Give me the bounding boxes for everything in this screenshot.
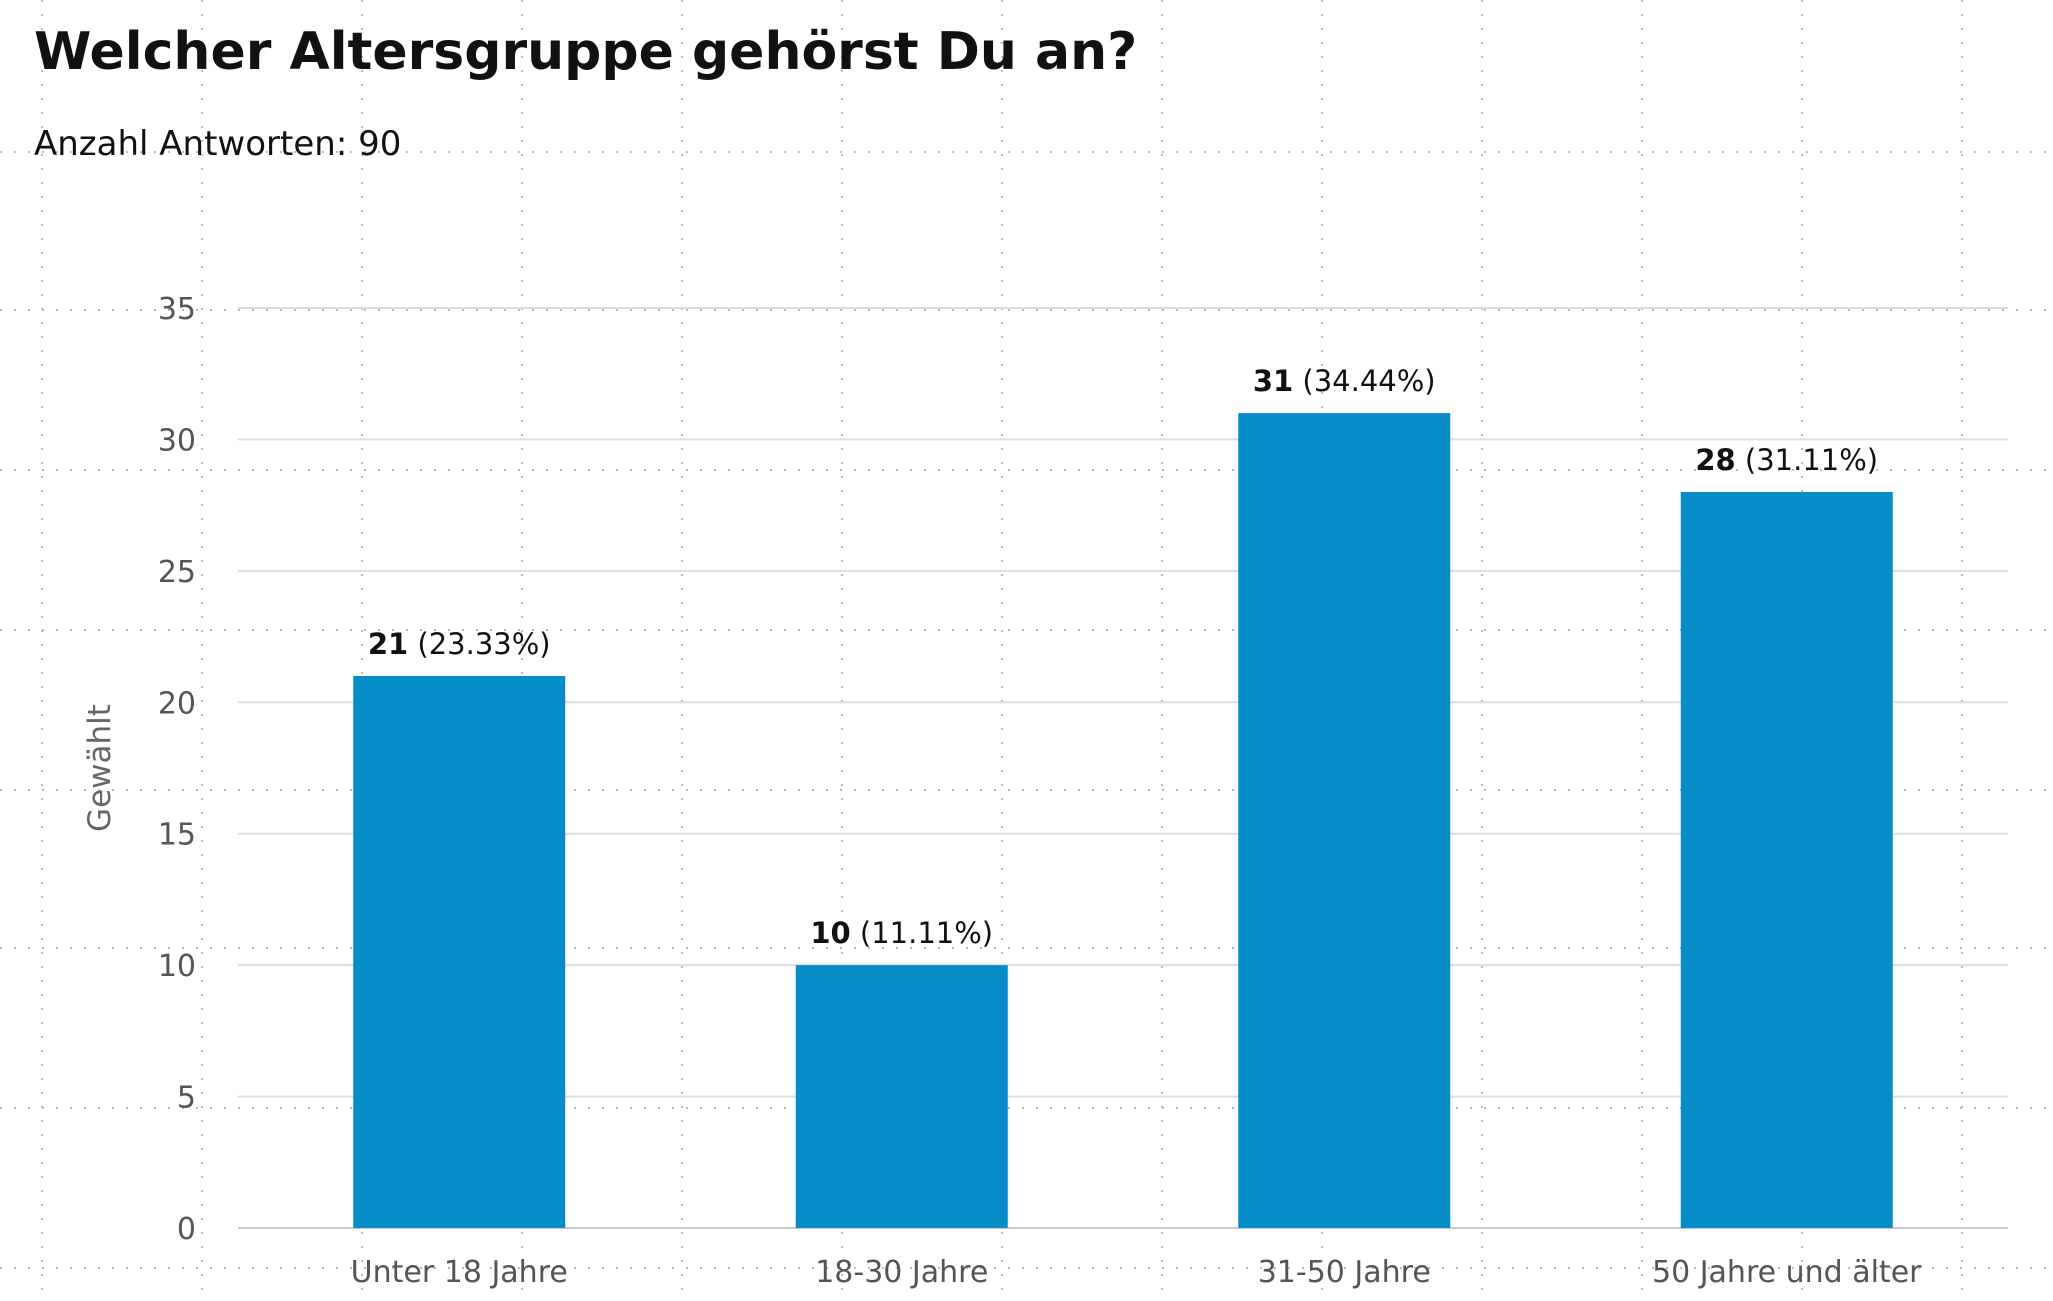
data-label-percent: (11.11%) <box>851 916 993 950</box>
y-tick-label: 5 <box>177 1081 196 1116</box>
data-label: 21 (23.33%) <box>368 627 551 661</box>
data-label-value: 31 <box>1253 364 1293 398</box>
data-label-percent: (23.33%) <box>408 627 550 661</box>
data-label: 28 (31.11%) <box>1695 443 1878 477</box>
y-tick-label: 10 <box>158 949 196 984</box>
x-category-label: 31-50 Jahre <box>1258 1255 1431 1290</box>
data-label: 31 (34.44%) <box>1253 364 1436 398</box>
data-label-percent: (31.11%) <box>1736 443 1878 477</box>
bar <box>1680 492 1893 1228</box>
bar <box>353 676 566 1228</box>
y-tick-label: 15 <box>158 818 196 853</box>
data-label-value: 10 <box>810 916 850 950</box>
y-tick-label: 0 <box>177 1212 196 1247</box>
x-axis-categories: Unter 18 Jahre 18-30 Jahre 31-50 Jahre 50 J… <box>351 1255 1922 1290</box>
data-label-value: 21 <box>368 627 408 661</box>
y-axis-ticks: 0 5 10 15 20 25 30 35 <box>158 292 196 1247</box>
data-label-percent: (34.44%) <box>1293 364 1435 398</box>
bars <box>353 413 1893 1229</box>
bar <box>795 965 1008 1228</box>
x-category-label: Unter 18 Jahre <box>351 1255 568 1290</box>
x-category-label: 50 Jahre und älter <box>1652 1255 1922 1290</box>
bar <box>1238 413 1451 1229</box>
y-axis-label: Gewählt <box>82 704 118 832</box>
data-label-value: 28 <box>1695 443 1735 477</box>
y-tick-label: 20 <box>158 686 196 721</box>
y-tick-label: 30 <box>158 423 196 458</box>
chart-title: Welcher Altersgruppe gehörst Du an? <box>34 22 1138 82</box>
data-label: 10 (11.11%) <box>810 916 993 950</box>
data-labels: 21 (23.33%) 10 (11.11%) 31 (34.44%) 28 (31.… <box>368 364 1878 950</box>
x-category-label: 18-30 Jahre <box>815 1255 988 1290</box>
y-tick-label: 35 <box>158 292 196 327</box>
y-tick-label: 25 <box>158 555 196 590</box>
response-count: Anzahl Antworten: 90 <box>34 124 402 164</box>
